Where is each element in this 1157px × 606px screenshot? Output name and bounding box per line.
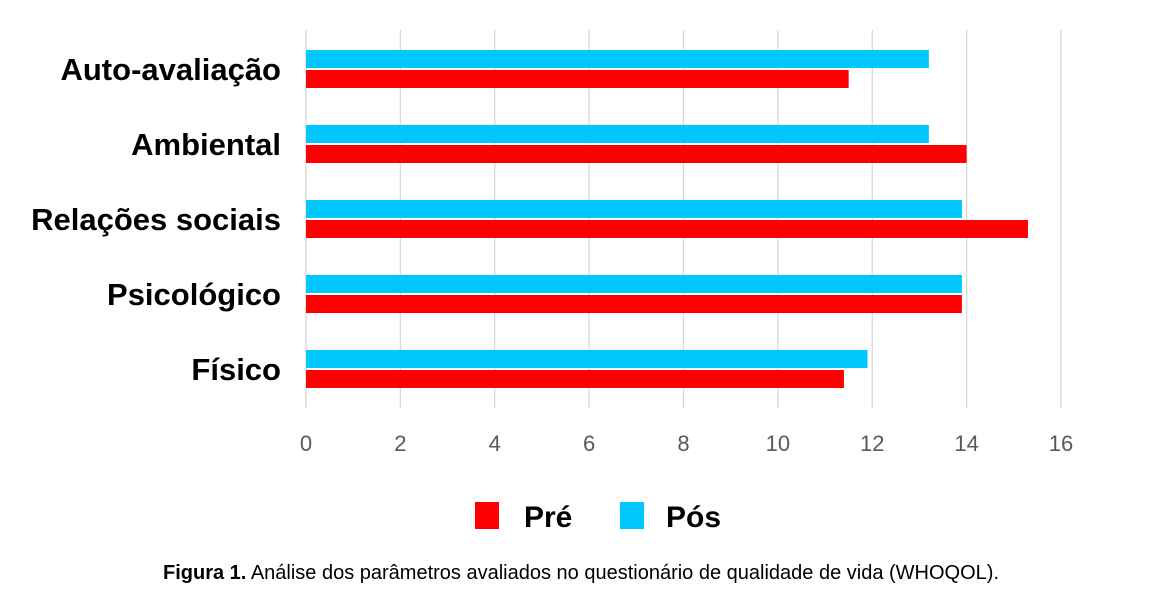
bar-chart: Auto-avaliação Ambiental Relações sociais P… <box>31 30 1073 534</box>
bar-pre <box>306 370 844 388</box>
bar-pre <box>306 70 849 88</box>
bar-pos <box>306 200 962 218</box>
bar-pos <box>306 125 929 143</box>
x-tick-label: 12 <box>860 431 884 456</box>
x-tick-label: 6 <box>583 431 595 456</box>
category-labels: Auto-avaliação Ambiental Relações sociais P… <box>31 52 281 387</box>
bars <box>306 50 1028 388</box>
category-label: Físico <box>191 352 281 387</box>
bar-pre <box>306 220 1028 238</box>
x-tick-label: 10 <box>766 431 790 456</box>
bar-pre <box>306 295 962 313</box>
category-label: Ambiental <box>131 127 281 162</box>
category-label: Relações sociais <box>31 202 281 237</box>
x-tick-label: 2 <box>394 431 406 456</box>
bar-pos <box>306 350 868 368</box>
legend-swatch-pre <box>475 502 499 529</box>
caption-text: Análise dos parâmetros avaliados no ques… <box>246 562 1000 584</box>
x-tick-label: 14 <box>954 431 978 456</box>
category-label: Psicológico <box>107 277 281 312</box>
legend-swatch-pos <box>620 502 644 529</box>
x-tick-label: 4 <box>489 431 501 456</box>
x-tick-label: 8 <box>677 431 689 456</box>
legend-label-pos: Pós <box>666 501 721 534</box>
x-tick-label: 0 <box>300 431 312 456</box>
gridlines <box>305 30 1062 408</box>
bar-pos <box>306 50 929 68</box>
x-tick-label: 16 <box>1049 431 1073 456</box>
figure-caption: Figura 1. Análise dos parâmetros avaliad… <box>163 562 999 585</box>
bar-pre <box>306 145 967 163</box>
legend: Pré Pós <box>475 501 721 534</box>
category-label: Auto-avaliação <box>60 52 281 87</box>
legend-label-pre: Pré <box>524 501 572 534</box>
caption-label: Figura 1. <box>163 562 247 584</box>
x-tick-labels: 0 2 4 6 8 10 12 14 16 <box>300 431 1073 456</box>
bar-pos <box>306 275 962 293</box>
